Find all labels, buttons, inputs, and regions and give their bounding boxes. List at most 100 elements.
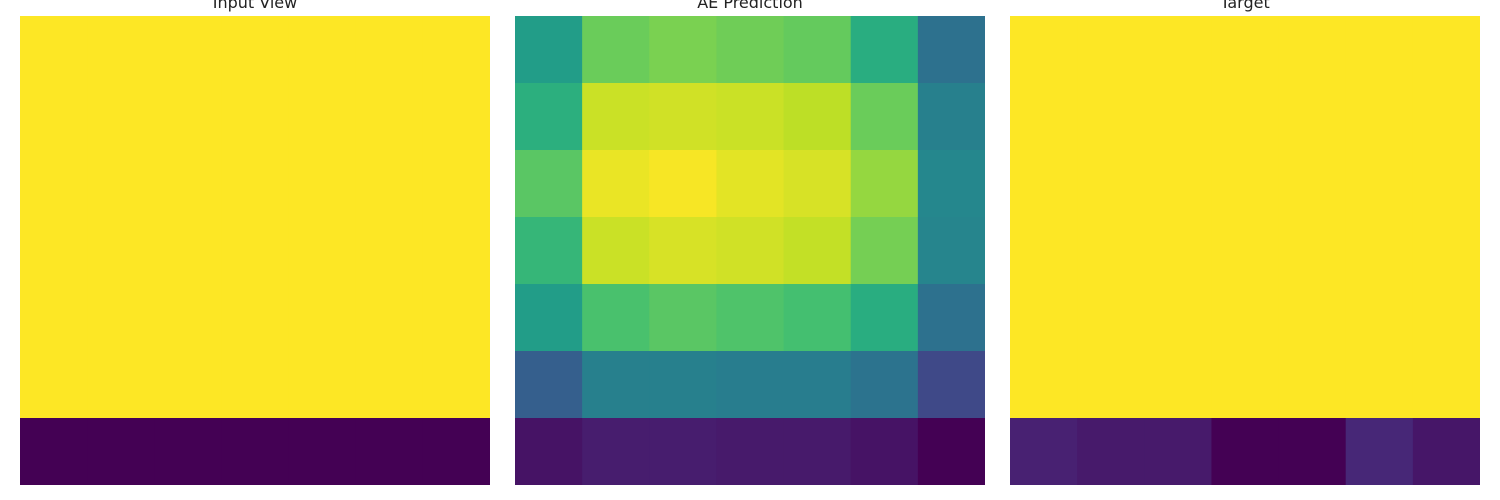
heatmap-cell xyxy=(1211,83,1280,151)
heatmap-cell xyxy=(1412,83,1480,151)
heatmap-cell xyxy=(716,83,785,151)
heatmap-cell xyxy=(716,150,785,218)
heatmap-cell xyxy=(422,16,490,84)
heatmap-input-view xyxy=(20,16,490,485)
heatmap-cell xyxy=(288,83,357,151)
heatmap-cell xyxy=(1211,217,1280,285)
heatmap-cell xyxy=(515,150,583,218)
heatmap-cell xyxy=(1010,284,1078,352)
panel-title: AE Prediction xyxy=(697,0,803,12)
heatmap-cell xyxy=(515,16,583,84)
heatmap-cell xyxy=(1144,284,1213,352)
heatmap-cell xyxy=(515,284,583,352)
heatmap-cell xyxy=(850,351,919,419)
heatmap-cell xyxy=(1345,83,1414,151)
heatmap-cell xyxy=(1211,418,1280,485)
heatmap-cell xyxy=(649,418,718,485)
heatmap-cell xyxy=(1211,16,1280,84)
heatmap-cell xyxy=(288,16,357,84)
heatmap-cell xyxy=(20,83,88,151)
heatmap-cell xyxy=(917,418,985,485)
heatmap-cell xyxy=(422,83,490,151)
heatmap-cell xyxy=(1278,16,1347,84)
heatmap-cell xyxy=(1278,418,1347,485)
heatmap-cell xyxy=(850,284,919,352)
heatmap-cell xyxy=(515,351,583,419)
heatmap-cell xyxy=(582,418,650,485)
heatmap-cell xyxy=(1211,150,1280,218)
heatmap-cell xyxy=(1144,217,1213,285)
heatmap-cell xyxy=(917,217,985,285)
heatmap-cell xyxy=(422,150,490,218)
heatmap-cell xyxy=(783,16,852,84)
heatmap-cell xyxy=(355,351,424,419)
heatmap-cell xyxy=(716,418,785,485)
heatmap-cell xyxy=(1278,217,1347,285)
heatmap-cell xyxy=(422,351,490,419)
heatmap-cell xyxy=(649,217,718,285)
heatmap-cell xyxy=(1278,284,1347,352)
heatmap-cell xyxy=(582,16,650,84)
panel-title: Input View xyxy=(212,0,298,12)
panel-ae-prediction: AE Prediction xyxy=(515,0,985,485)
heatmap-cell xyxy=(1144,83,1213,151)
heatmap-cell xyxy=(850,83,919,151)
heatmap-cell xyxy=(716,351,785,419)
heatmap-cell xyxy=(422,418,490,485)
heatmap-cell xyxy=(1010,150,1078,218)
heatmap-cell xyxy=(20,284,88,352)
heatmap-cell xyxy=(1345,16,1414,84)
heatmap-cell xyxy=(917,150,985,218)
heatmap-cell xyxy=(850,150,919,218)
heatmap-cell xyxy=(649,351,718,419)
heatmap-cell xyxy=(1077,83,1145,151)
heatmap-cell xyxy=(917,284,985,352)
heatmap-cell xyxy=(716,16,785,84)
heatmap-cell xyxy=(87,418,155,485)
heatmap-cell xyxy=(850,16,919,84)
heatmap-cell xyxy=(1144,351,1213,419)
heatmap-cell xyxy=(649,150,718,218)
heatmap-cell xyxy=(221,284,290,352)
heatmap-cell xyxy=(582,83,650,151)
heatmap-cell xyxy=(154,83,223,151)
heatmap-cell xyxy=(1144,16,1213,84)
heatmap-cell xyxy=(783,150,852,218)
heatmap-cell xyxy=(1077,16,1145,84)
heatmap-cell xyxy=(87,16,155,84)
heatmap-cell xyxy=(582,351,650,419)
heatmap-cell xyxy=(221,150,290,218)
heatmap-cell xyxy=(783,351,852,419)
heatmap-cell xyxy=(515,217,583,285)
heatmap-cell xyxy=(1412,217,1480,285)
heatmap-cell xyxy=(582,150,650,218)
heatmap-cell xyxy=(1278,150,1347,218)
heatmap-cell xyxy=(20,351,88,419)
heatmap-cell xyxy=(154,16,223,84)
heatmap-cell xyxy=(288,351,357,419)
heatmap-cell xyxy=(582,217,650,285)
heatmap-cell xyxy=(1412,16,1480,84)
heatmap-cell xyxy=(1412,351,1480,419)
heatmap-cell xyxy=(355,217,424,285)
heatmap-cell xyxy=(582,284,650,352)
heatmap-cell xyxy=(154,284,223,352)
heatmap-cell xyxy=(716,284,785,352)
heatmap-cell xyxy=(1345,418,1414,485)
heatmap-cell xyxy=(288,217,357,285)
heatmap-cell xyxy=(87,351,155,419)
heatmap-cell xyxy=(221,83,290,151)
heatmap-cell xyxy=(1278,83,1347,151)
heatmap-cell xyxy=(355,284,424,352)
heatmap-cell xyxy=(649,83,718,151)
heatmap-cell xyxy=(1345,284,1414,352)
heatmap-cell xyxy=(20,150,88,218)
heatmap-cell xyxy=(154,418,223,485)
heatmap-cell xyxy=(355,16,424,84)
heatmap-cell xyxy=(154,217,223,285)
heatmap-cell xyxy=(783,418,852,485)
heatmap-cell xyxy=(1211,284,1280,352)
panel-input-view: Input View xyxy=(20,0,490,485)
heatmap-cell xyxy=(422,217,490,285)
heatmap-cell xyxy=(649,16,718,84)
